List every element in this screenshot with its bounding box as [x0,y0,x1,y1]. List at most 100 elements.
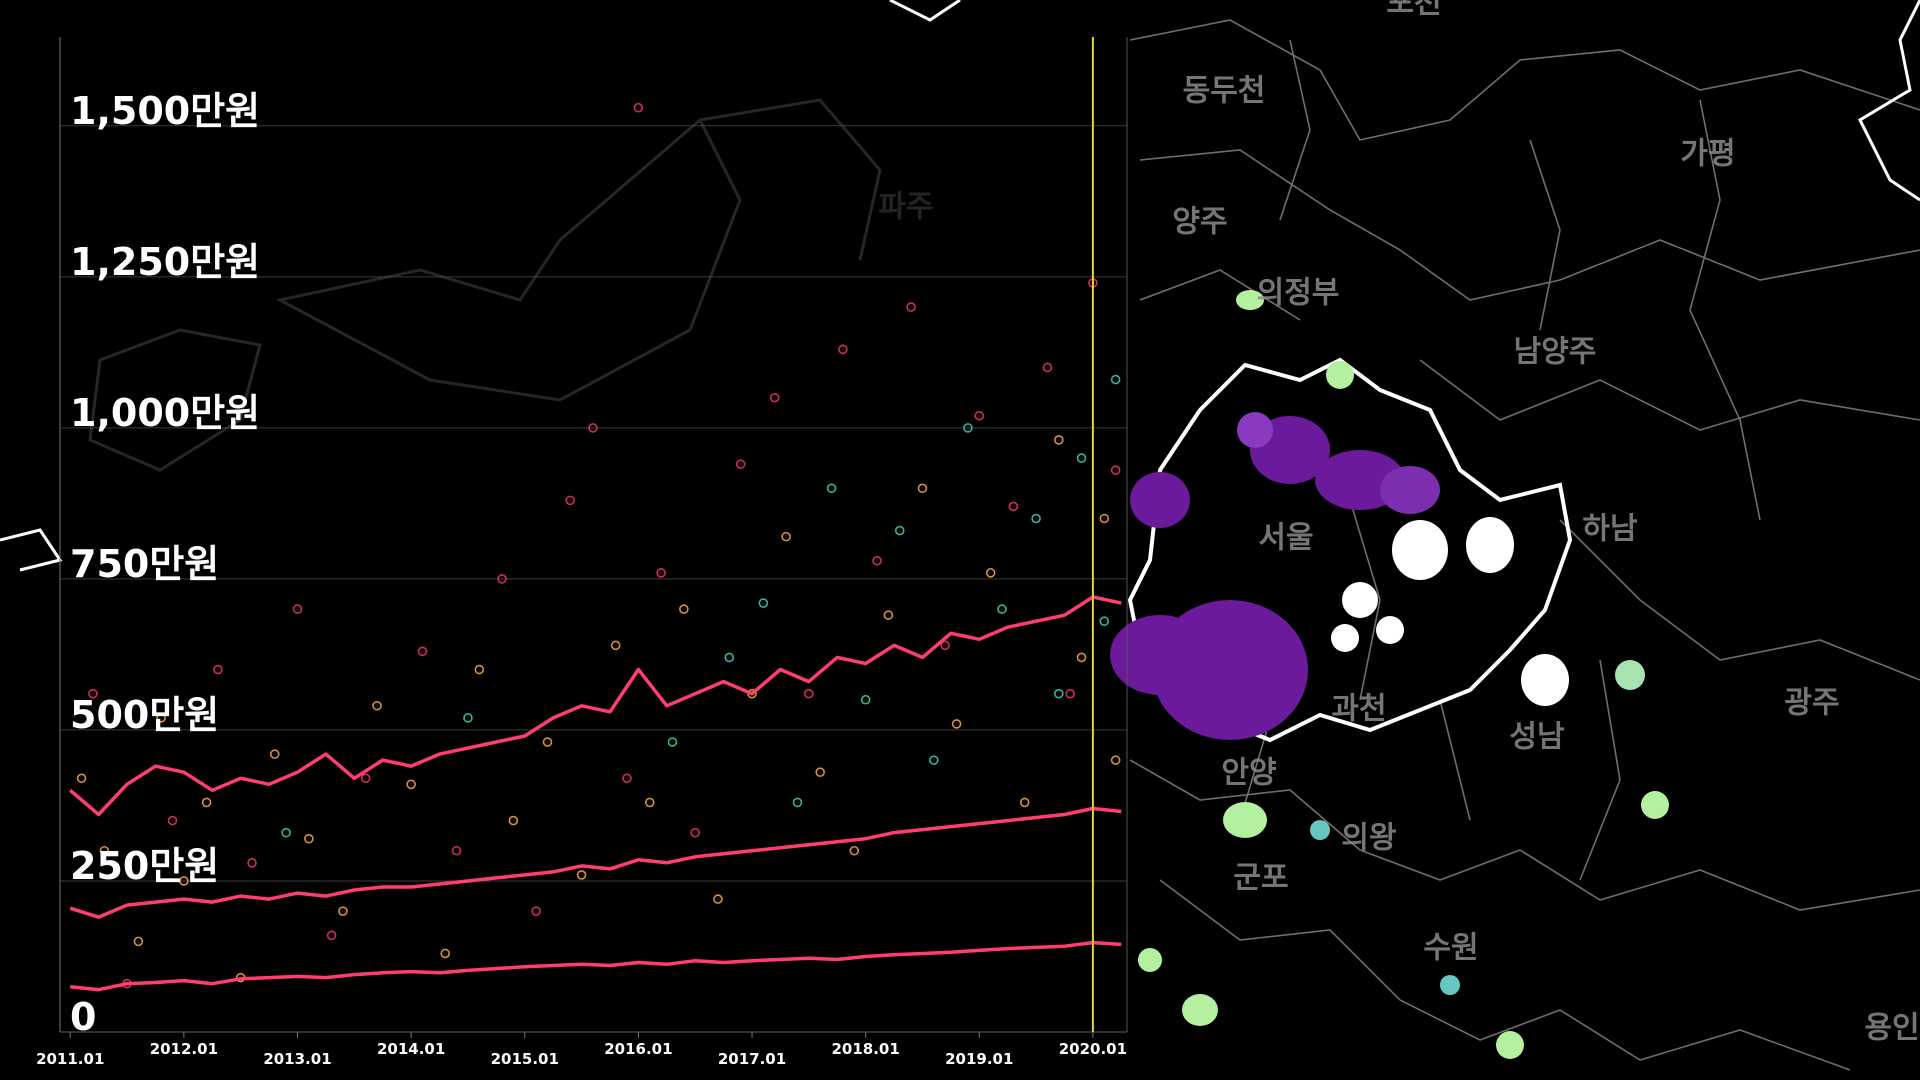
point [167,815,178,826]
point [815,767,825,778]
point [508,815,519,826]
point [940,640,950,651]
blob [1236,290,1264,310]
map-label: 수원 [1423,931,1478,966]
point [247,858,257,868]
x-tick-label: 2019.01 [945,1050,1013,1068]
point [360,773,371,784]
y-tick-label: 500만원 [70,693,219,737]
map-label: 서울 [1258,521,1313,556]
point [179,876,189,886]
blob [1466,517,1514,573]
point [576,870,587,880]
blob [1342,582,1378,618]
faint-boundary [88,98,882,472]
point [804,688,814,699]
map-label: 의왕 [1341,821,1396,856]
point [838,344,848,355]
blob [1237,412,1273,448]
y-tick-label: 1,250만원 [70,240,260,284]
point [713,894,723,904]
boundary [1129,19,1920,1071]
y-tick-label: 0 [70,995,96,1039]
blob [1310,820,1330,840]
map-label: 하남 [1582,512,1638,547]
point [76,773,87,784]
point [156,713,166,723]
point [667,737,678,747]
point [1065,688,1075,699]
blob [1641,791,1669,819]
x-tick-label: 2013.01 [263,1050,331,1068]
point [849,845,860,856]
point [565,495,576,506]
blob [1182,994,1218,1026]
point [872,555,882,566]
price-blobs [1110,290,1669,1059]
point [735,459,746,469]
x-tick-label: 2016.01 [604,1040,672,1058]
point [1099,616,1110,626]
point [1110,374,1121,385]
point [894,525,905,536]
blob [1496,1031,1524,1059]
point [292,604,303,614]
map-label: 의정부 [1257,276,1340,311]
y-tick-label: 750만원 [70,542,219,586]
map-label: 가평 [1680,137,1735,172]
blob [1380,466,1440,514]
map-label: 양주 [1172,205,1227,240]
x-tick-label: 2015.01 [491,1050,559,1068]
map-label: 광주 [1784,686,1839,721]
point [1019,797,1030,808]
trend-line [70,940,1122,992]
point [860,694,871,705]
point [679,604,689,614]
trend-line [69,595,1122,817]
point [997,604,1007,614]
point [1076,453,1087,463]
point [1110,755,1121,765]
x-tick-label: 2018.01 [831,1040,899,1058]
point [690,827,701,838]
point [826,483,837,494]
point [531,906,541,916]
point [451,845,462,856]
point [542,737,553,747]
point [724,652,735,663]
point [1054,435,1064,445]
y-tick-label: 1,500만원 [70,89,260,133]
x-tick-label: 2011.01 [36,1050,104,1068]
map-label: 포천 [1386,0,1441,21]
point [133,936,144,947]
point [281,827,291,838]
blob [1130,472,1190,528]
point [497,574,507,584]
blob [1331,624,1359,652]
map-label: 파주 [878,190,933,225]
point [951,719,962,729]
point [792,797,803,808]
blob [1615,660,1645,690]
point [417,646,428,657]
point [929,755,939,765]
map-label: 과천 [1331,692,1386,727]
point [326,930,337,941]
blob [1223,802,1267,838]
point [1031,513,1041,524]
point [213,664,223,675]
point [1054,688,1064,699]
point [304,833,314,844]
point [656,568,666,578]
point [1099,513,1110,524]
point [633,102,644,113]
map-label: 성남 [1509,720,1565,755]
blob [1110,615,1210,695]
point [610,640,621,651]
point [622,773,632,784]
point [463,713,473,723]
x-tick-label: 2017.01 [718,1050,786,1068]
trend-line [69,806,1122,919]
coastline [0,0,1920,572]
